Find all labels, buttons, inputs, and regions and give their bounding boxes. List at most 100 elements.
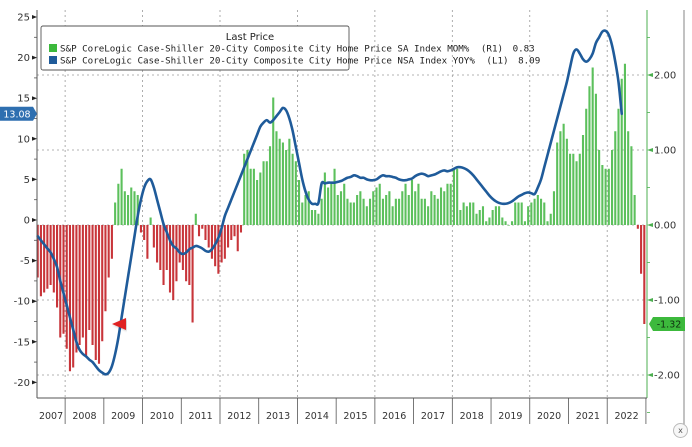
year-label: 2019 — [498, 411, 522, 422]
left-last-value-badge — [0, 106, 37, 121]
bar-negative — [172, 225, 175, 300]
legend-label-yoy-last: 8.09 — [518, 56, 540, 67]
yoy-line-group — [36, 29, 624, 376]
legend-label-mom-axis: (R1) — [481, 44, 503, 55]
bar-positive — [256, 180, 259, 225]
bar-negative — [68, 225, 72, 372]
bar-positive — [565, 138, 568, 225]
year-label: 2020 — [537, 411, 561, 422]
left-last-value-text: 13.08 — [3, 109, 30, 120]
bar-positive — [475, 213, 478, 225]
bar-positive — [298, 180, 301, 225]
bar-positive — [446, 183, 449, 225]
legend: Last Price S&P CoreLogic Case-Shiller 20… — [40, 25, 540, 71]
bar-negative — [107, 225, 110, 278]
bar-negative — [91, 225, 94, 345]
bar-negative — [162, 225, 165, 285]
axes: 2520151050-5-10-15-202.001.000.00-1.00-2… — [14, 10, 685, 425]
legend-swatch-yoy — [49, 56, 57, 64]
legend-swatch-mom — [49, 44, 57, 52]
bar-positive — [465, 206, 468, 225]
bar-positive — [504, 221, 507, 225]
bar-negative — [233, 225, 236, 237]
year-label: 2017 — [421, 411, 445, 422]
bar-negative — [72, 225, 75, 368]
bar-negative — [88, 225, 91, 330]
bar-positive — [510, 221, 514, 225]
bar-positive — [262, 161, 265, 225]
bar-negative — [146, 225, 149, 259]
year-label: 2012 — [227, 411, 251, 422]
bar-positive — [604, 168, 607, 225]
bar-positive — [417, 183, 420, 225]
bar-positive — [507, 225, 510, 226]
year-label: 2009 — [111, 411, 135, 422]
bar-positive — [617, 108, 620, 225]
left-tick-major — [32, 380, 37, 385]
left-tick-label: -15 — [14, 337, 30, 348]
bar-positive — [285, 150, 288, 225]
right-tick-label: -2.00 — [654, 371, 680, 382]
left-tick-label: -10 — [14, 297, 30, 308]
bar-positive — [394, 198, 397, 225]
bar-negative — [62, 225, 65, 334]
bar-negative — [97, 225, 101, 364]
bar-negative — [210, 225, 213, 259]
bar-negative — [220, 225, 223, 263]
bar-positive — [252, 168, 255, 225]
year-label: 2018 — [460, 411, 484, 422]
bar-positive — [423, 198, 426, 225]
bar-positive — [620, 78, 623, 225]
bar-positive — [594, 93, 597, 225]
bar-negative — [217, 225, 220, 274]
bar-positive — [378, 183, 381, 225]
bar-positive — [317, 213, 320, 225]
year-label: 2010 — [150, 411, 174, 422]
bar-positive — [281, 142, 284, 225]
bar-positive — [546, 221, 549, 225]
left-tick-label: 0 — [24, 216, 30, 227]
bar-positive — [578, 153, 581, 225]
bar-positive — [259, 172, 262, 225]
bar-positive — [598, 150, 601, 225]
left-tick-label: 20 — [17, 53, 30, 64]
bar-positive — [543, 202, 546, 225]
bar-negative — [236, 225, 239, 252]
year-label: 2014 — [305, 411, 329, 422]
close-button[interactable]: x — [673, 423, 688, 438]
bar-negative — [175, 225, 178, 282]
bar-positive — [530, 202, 533, 225]
yoy-line — [36, 29, 624, 376]
bar-positive — [623, 63, 626, 225]
bar-negative — [65, 225, 68, 349]
left-tick-major — [32, 339, 37, 344]
bar-negative — [197, 225, 201, 237]
left-tick-major — [32, 258, 37, 263]
legend-label-mom-last: 0.83 — [513, 44, 535, 55]
year-label: 2007 — [39, 411, 63, 422]
right-tick-label: 0.00 — [654, 221, 676, 232]
bar-positive — [391, 206, 394, 225]
bar-negative — [188, 225, 191, 285]
bar-positive — [130, 187, 133, 225]
bar-negative — [36, 225, 39, 278]
bar-negative — [201, 225, 204, 229]
year-label: 2016 — [382, 411, 406, 422]
left-tick-label: 25 — [17, 13, 30, 24]
right-tick-label: 1.00 — [654, 146, 676, 157]
bar-positive — [462, 202, 465, 225]
bar-positive — [194, 213, 197, 225]
bar-negative — [104, 225, 107, 312]
left-tick-major — [32, 177, 37, 182]
bar-negative — [152, 225, 155, 248]
right-tick-major — [647, 223, 653, 227]
year-label: 2013 — [266, 411, 290, 422]
bar-positive — [117, 183, 120, 225]
left-tick-major — [32, 15, 37, 19]
bar-negative — [204, 225, 207, 240]
bar-positive — [123, 191, 126, 225]
bar-negative — [230, 225, 233, 240]
bar-positive — [481, 206, 485, 225]
bar-positive — [536, 195, 539, 225]
